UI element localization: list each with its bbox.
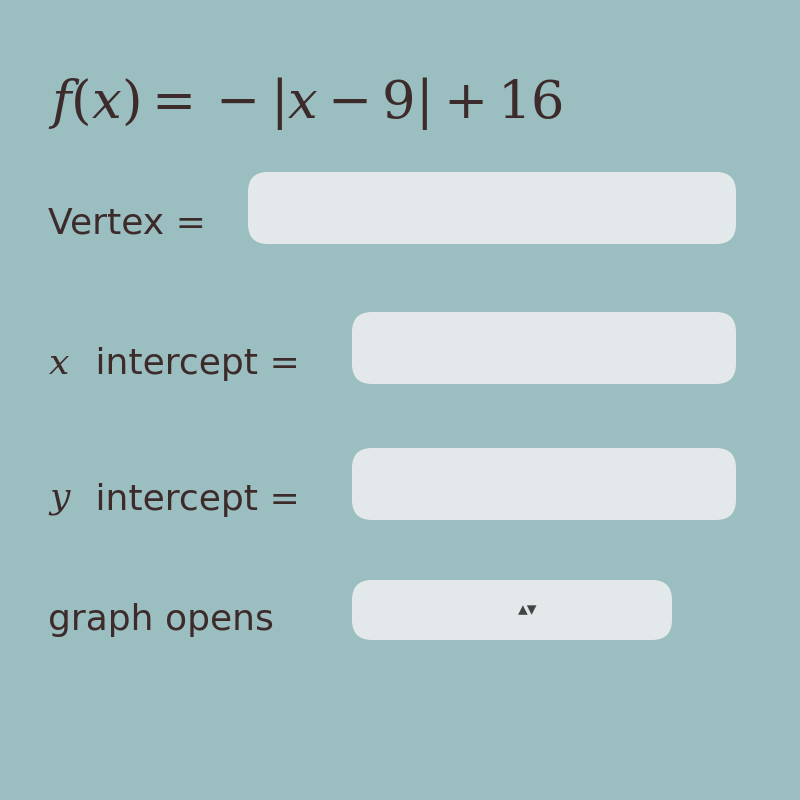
Text: $y$: $y$ (48, 483, 72, 517)
Text: intercept =: intercept = (84, 483, 300, 517)
FancyBboxPatch shape (248, 172, 736, 244)
Text: Vertex =: Vertex = (48, 207, 206, 241)
Text: $x$: $x$ (48, 347, 70, 381)
Text: intercept =: intercept = (84, 347, 300, 381)
FancyBboxPatch shape (352, 312, 736, 384)
Text: ▴▾: ▴▾ (518, 601, 538, 619)
FancyBboxPatch shape (352, 580, 672, 640)
Text: $f(x) = -|x - 9| + 16$: $f(x) = -|x - 9| + 16$ (48, 75, 563, 133)
Text: graph opens: graph opens (48, 603, 274, 637)
FancyBboxPatch shape (352, 448, 736, 520)
